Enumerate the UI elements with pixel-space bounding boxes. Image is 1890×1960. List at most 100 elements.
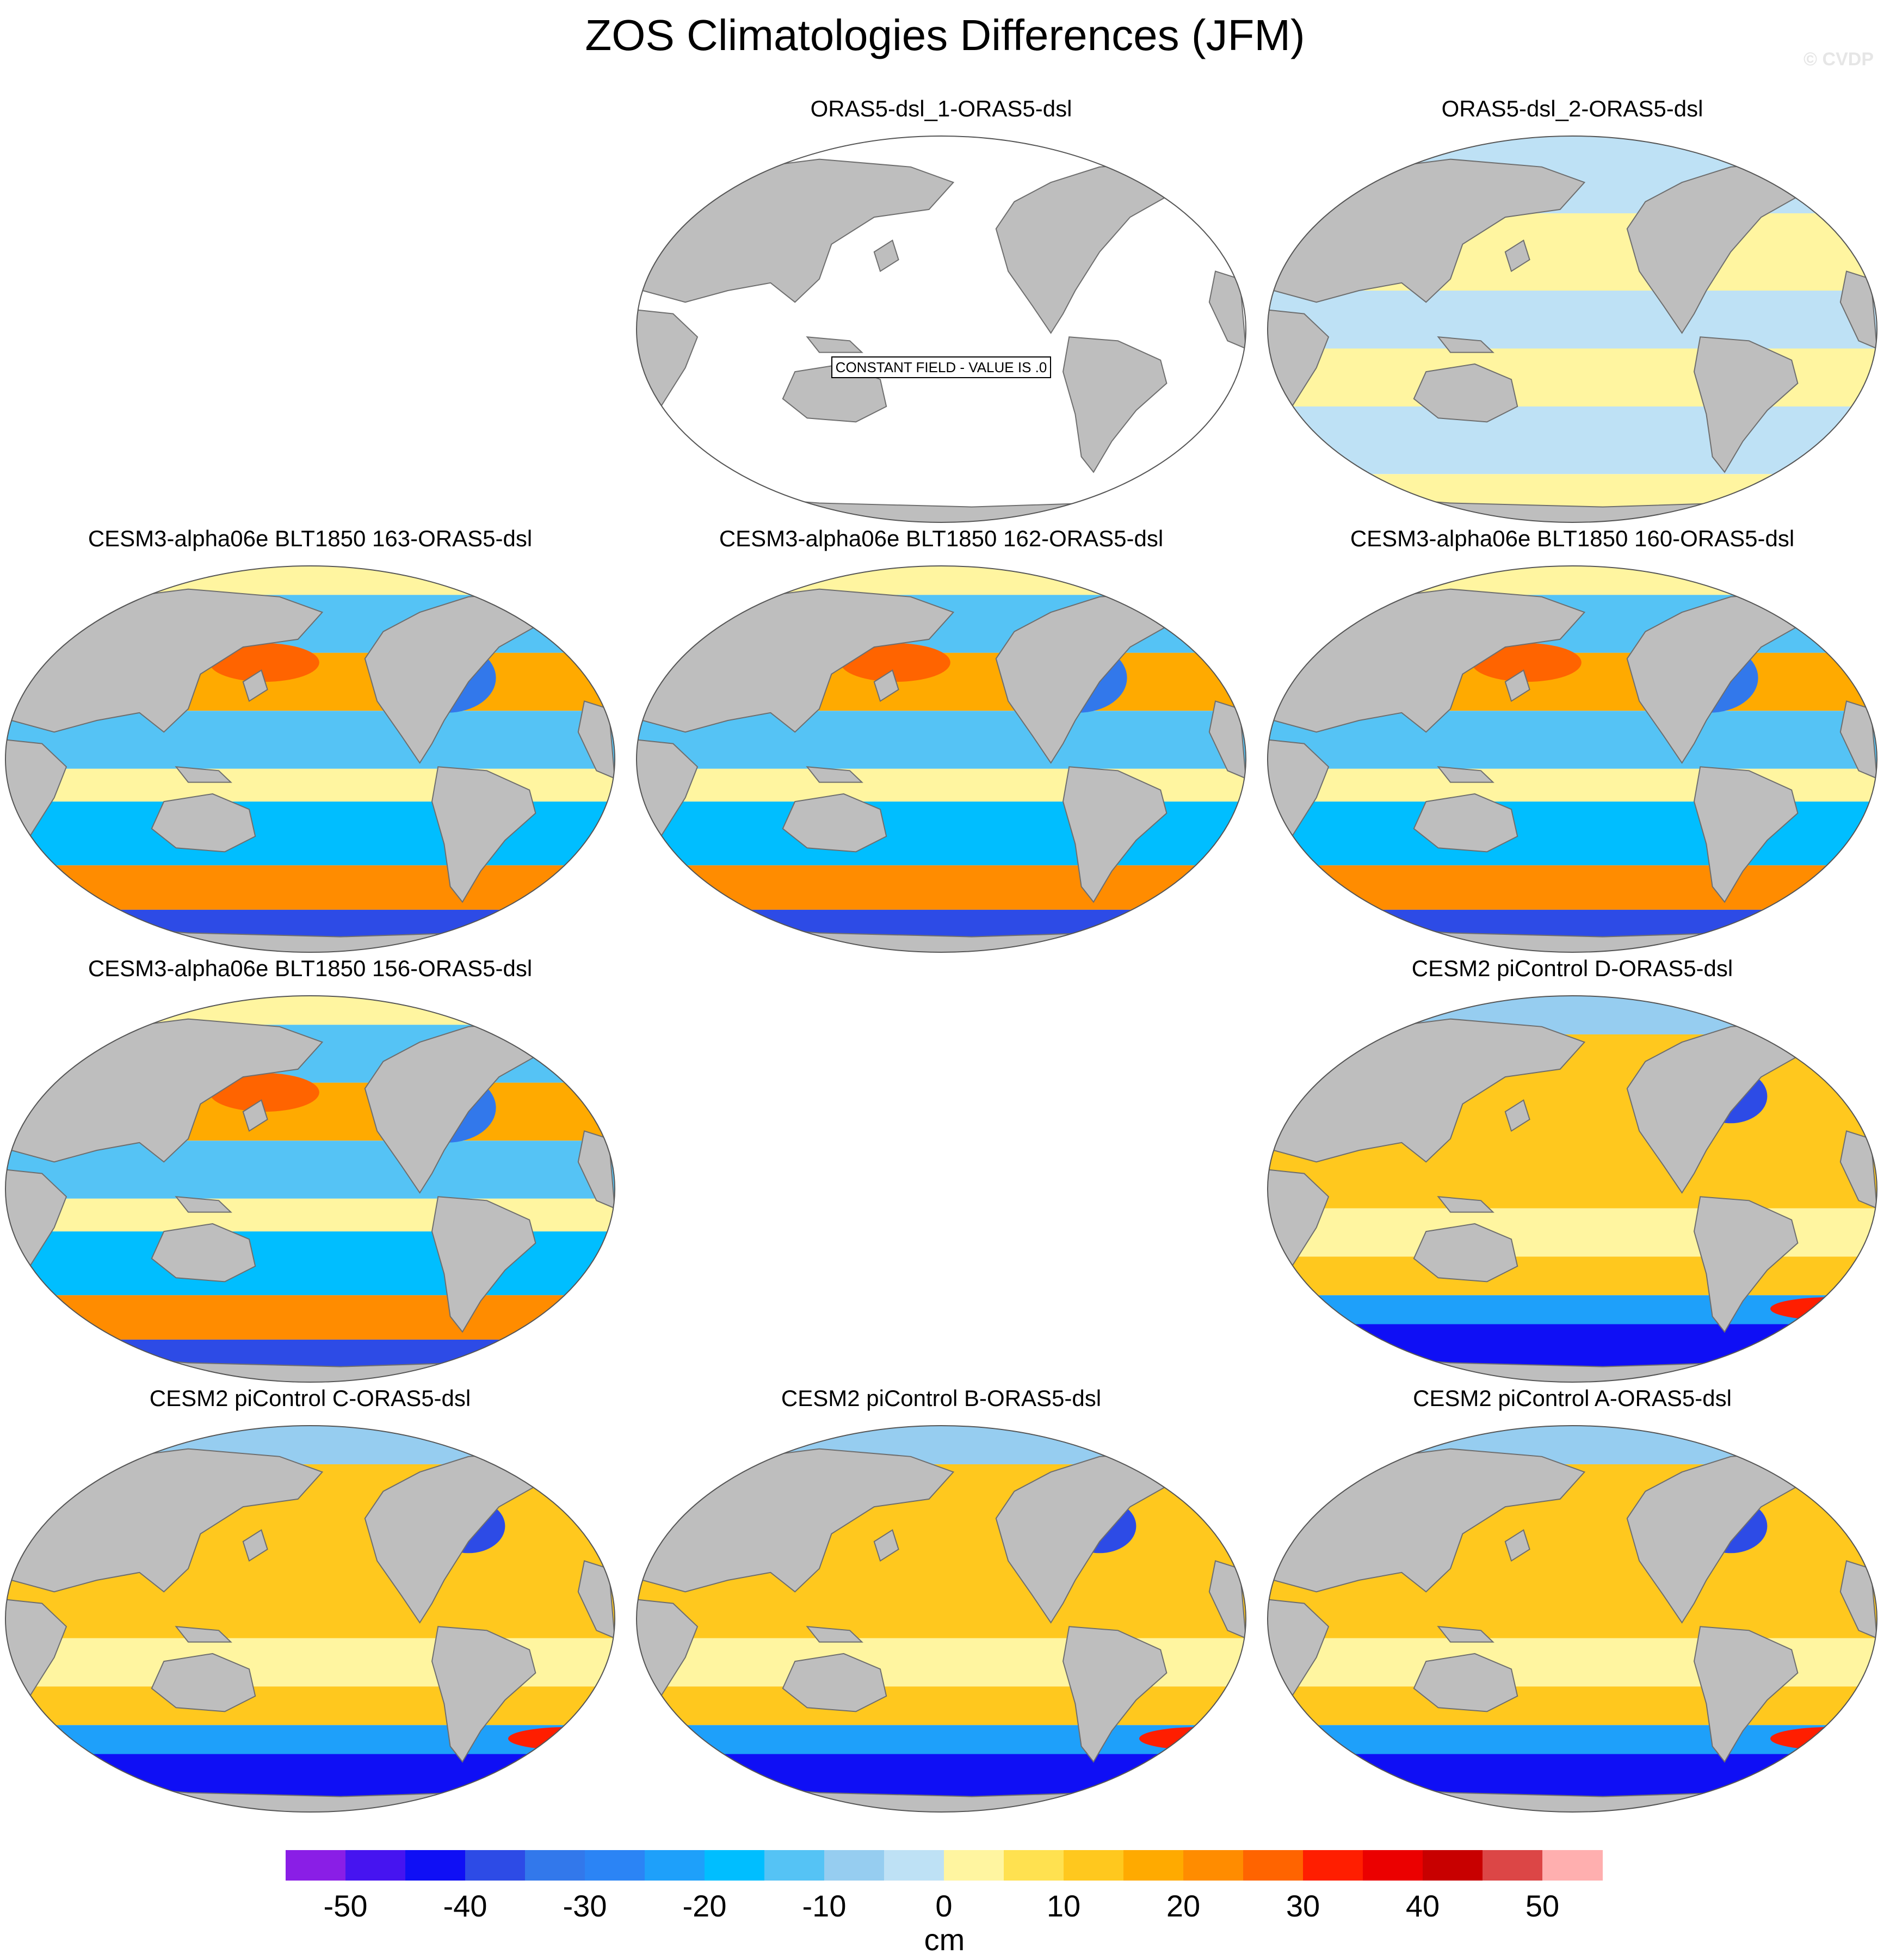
map-border <box>636 135 1246 523</box>
colorbar-tick-label: 30 <box>1286 1889 1320 1923</box>
land-japan <box>242 1529 268 1562</box>
land-australia <box>782 1653 887 1712</box>
colorbar-swatch <box>405 1850 466 1881</box>
colorbar-swatch <box>705 1850 765 1881</box>
land-greenland <box>1772 573 1829 597</box>
field-band <box>1268 406 1877 474</box>
robinson-map <box>636 1425 1246 1813</box>
land-japan <box>873 239 899 273</box>
colorbar-swatch <box>525 1850 585 1881</box>
kuroshio-anomaly <box>209 1073 319 1112</box>
panel-title: ORAS5-dsl_1-ORAS5-dsl <box>810 96 1072 121</box>
land-southAmerica <box>1062 766 1168 903</box>
colorbar-tick-label: -50 <box>323 1889 368 1923</box>
land-greenland <box>1141 1433 1198 1457</box>
land-southAmerica <box>1693 1626 1799 1763</box>
land-japan <box>873 669 899 702</box>
map-panel: CESM2 piControl B-ORAS5-dsl <box>631 1382 1251 1817</box>
field-band <box>1268 566 1877 595</box>
field-band <box>5 996 615 1025</box>
land-southAmerica <box>431 1196 536 1333</box>
map-panel: CESM2 piControl C-ORAS5-dsl <box>0 1382 620 1817</box>
robinson-map <box>1267 1425 1877 1813</box>
land-southAmerica <box>1693 1196 1799 1333</box>
panel-title: CESM3-alpha06e BLT1850 156-ORAS5-dsl <box>88 956 533 981</box>
colorbar <box>286 1850 1603 1881</box>
map-border <box>5 1425 615 1813</box>
colorbar-swatch <box>1183 1850 1244 1881</box>
land-indonesia <box>175 1195 232 1213</box>
land-indonesia <box>1437 336 1494 353</box>
land-japan <box>1504 669 1530 702</box>
colorbar-units: cm <box>924 1922 965 1957</box>
colorbar-tick-label: 40 <box>1405 1889 1440 1923</box>
kuroshio-anomaly <box>841 643 950 682</box>
map-border <box>1267 1425 1877 1813</box>
colorbar-swatch <box>345 1850 406 1881</box>
colorbar-tick-label: 10 <box>1046 1889 1081 1923</box>
panel-title: ORAS5-dsl_2-ORAS5-dsl <box>1441 96 1703 121</box>
colorbar-swatch <box>1363 1850 1423 1881</box>
land-australia <box>1413 1653 1518 1712</box>
robinson-map <box>1267 135 1877 523</box>
robinson-map <box>5 995 615 1383</box>
map-border <box>636 565 1246 953</box>
map-border <box>636 1425 1246 1813</box>
land-australia <box>151 1223 256 1283</box>
map-panel: CESM2 piControl A-ORAS5-dsl <box>1262 1382 1882 1817</box>
land-indonesia <box>1437 1625 1494 1643</box>
robinson-map <box>636 135 1246 523</box>
land-australia <box>782 793 887 853</box>
field-band <box>1268 291 1877 349</box>
colorbar-swatch <box>1243 1850 1304 1881</box>
land-japan <box>873 1529 899 1562</box>
field-band <box>5 1686 615 1725</box>
robinson-map <box>1267 565 1877 953</box>
land-australia <box>1413 1223 1518 1283</box>
land-greenland <box>510 1433 567 1457</box>
colorbar-swatch <box>585 1850 645 1881</box>
field-band <box>1268 1426 1877 1464</box>
robinson-map <box>5 565 615 953</box>
colorbar-swatch <box>1423 1850 1483 1881</box>
map-panel: CESM2 piControl D-ORAS5-dsl <box>1262 952 1882 1388</box>
map-panel: CESM3-alpha06e BLT1850 156-ORAS5-dsl <box>0 952 620 1388</box>
colorbar-tick-label: -30 <box>563 1889 607 1923</box>
field-band <box>637 566 1246 595</box>
map-panel: CESM3-alpha06e BLT1850 160-ORAS5-dsl <box>1262 522 1882 958</box>
field-band <box>637 1686 1246 1725</box>
cvdp-credit: © CVDP <box>1803 49 1874 70</box>
panel-title: CESM3-alpha06e BLT1850 160-ORAS5-dsl <box>1350 526 1795 551</box>
map-panel: CESM3-alpha06e BLT1850 163-ORAS5-dsl <box>0 522 620 958</box>
land-indonesia <box>1437 766 1494 783</box>
colorbar-swatch <box>884 1850 944 1881</box>
colorbar-swatch <box>1123 1850 1184 1881</box>
colorbar-swatch <box>1483 1850 1543 1881</box>
kuroshio-anomaly <box>1472 643 1582 682</box>
land-australia <box>1413 793 1518 853</box>
field-band <box>5 1141 615 1199</box>
field-band <box>1268 1686 1877 1725</box>
field-band <box>1268 996 1877 1034</box>
map-panel: CESM3-alpha06e BLT1850 162-ORAS5-dsl <box>631 522 1251 958</box>
panel-title: CESM3-alpha06e BLT1850 162-ORAS5-dsl <box>719 526 1164 551</box>
land-southAmerica <box>1693 336 1799 473</box>
field-band <box>5 1295 615 1340</box>
land-japan <box>1504 1099 1530 1132</box>
land-greenland <box>1141 573 1198 597</box>
map-panel: ORAS5-dsl_2-ORAS5-dsl <box>1262 93 1882 528</box>
field-band <box>5 1426 615 1464</box>
land-australia <box>1413 363 1518 423</box>
land-southAmerica <box>1062 1626 1168 1763</box>
map-border <box>1267 995 1877 1383</box>
land-indonesia <box>1437 1195 1494 1213</box>
robinson-map <box>5 1425 615 1813</box>
land-greenland <box>1772 1003 1829 1027</box>
land-indonesia <box>175 1625 232 1643</box>
land-greenland <box>510 1003 567 1027</box>
colorbar-swatch <box>1303 1850 1363 1881</box>
robinson-map <box>636 565 1246 953</box>
field-band <box>637 865 1246 910</box>
land-japan <box>1504 239 1530 273</box>
land-indonesia <box>806 336 863 353</box>
